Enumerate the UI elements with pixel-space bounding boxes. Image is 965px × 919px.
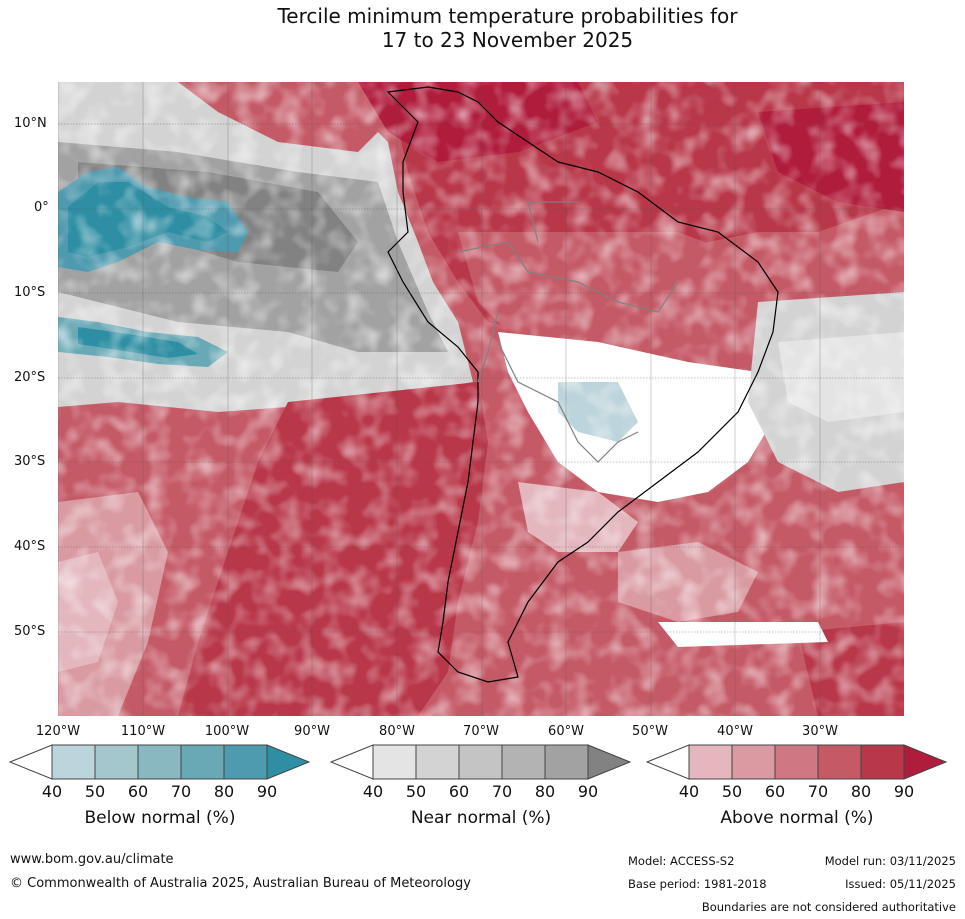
cbar-near-tick-40: 40	[362, 782, 384, 801]
cbar-near-seg-5	[544, 744, 589, 780]
lat-label-50s: 50°S	[14, 624, 46, 639]
cbar-below-seg-1	[51, 744, 96, 780]
cbar-above-min-arrow	[645, 744, 690, 780]
cbar-above-tick-80: 80	[850, 782, 872, 801]
lat-label-10s: 10°S	[14, 285, 46, 300]
cbar-below-tick-70: 70	[170, 782, 192, 801]
south-america-coastline	[386, 86, 779, 683]
cbar-near-tick-60: 60	[448, 782, 470, 801]
cbar-near-seg-1	[372, 744, 417, 780]
probability-map	[58, 82, 904, 716]
cbar-below-tick-80: 80	[213, 782, 235, 801]
lon-label-30w: 30°W	[802, 724, 838, 739]
map-title: Tercile minimum temperature probabilitie…	[0, 4, 965, 52]
cbar-below-tick-90: 90	[256, 782, 278, 801]
cbar-above-tick-40: 40	[678, 782, 700, 801]
title-line-1: Tercile minimum temperature probabilitie…	[277, 4, 738, 28]
footer-copyright: © Commonwealth of Australia 2025, Austra…	[10, 876, 471, 891]
cbar-near-max-arrow	[587, 744, 632, 780]
lat-label-30s: 30°S	[14, 454, 46, 469]
lon-label-120w: 120°W	[35, 724, 81, 739]
cbar-above-max-arrow	[903, 744, 948, 780]
lon-label-100w: 100°W	[204, 724, 250, 739]
cbar-below-seg-5	[223, 744, 268, 780]
cbar-near-title: Near normal (%)	[410, 808, 552, 828]
lon-label-110w: 110°W	[120, 724, 166, 739]
cbar-above-tick-50: 50	[721, 782, 743, 801]
cbar-above-seg-1	[688, 744, 733, 780]
cbar-below-min-arrow	[8, 744, 53, 780]
meridians	[58, 82, 821, 716]
cbar-below-tick-60: 60	[127, 782, 149, 801]
cbar-below-max-arrow	[266, 744, 311, 780]
footer-url: www.bom.gov.au/climate	[10, 852, 174, 867]
cbar-below-tick-40: 40	[41, 782, 63, 801]
cbar-above-tick-90: 90	[893, 782, 915, 801]
cbar-below-tick-50: 50	[84, 782, 106, 801]
colorbar-near-normal	[329, 744, 632, 780]
cbar-above-seg-2	[731, 744, 776, 780]
colorbar-above-normal	[645, 744, 948, 780]
lat-label-20s: 20°S	[14, 370, 46, 385]
cbar-near-seg-2	[415, 744, 460, 780]
cbar-near-tick-90: 90	[577, 782, 599, 801]
lat-label-40s: 40°S	[14, 539, 46, 554]
cbar-above-title: Above normal (%)	[720, 808, 874, 828]
cbar-below-seg-3	[137, 744, 182, 780]
cbar-above-tick-60: 60	[764, 782, 786, 801]
cbar-near-tick-80: 80	[534, 782, 556, 801]
footer-disclaimer: Boundaries are not considered authoritat…	[701, 900, 956, 914]
cbar-near-seg-4	[501, 744, 546, 780]
cbar-near-min-arrow	[329, 744, 374, 780]
cbar-near-tick-50: 50	[405, 782, 427, 801]
colorbar-below-normal	[8, 744, 311, 780]
lat-label-0: 0°	[34, 200, 49, 215]
footer-issued: Issued: 05/11/2025	[845, 877, 956, 891]
lon-label-40w: 40°W	[717, 724, 753, 739]
lon-label-90w: 90°W	[294, 724, 330, 739]
lon-label-80w: 80°W	[379, 724, 415, 739]
footer-model: Model: ACCESS-S2	[628, 854, 735, 868]
cbar-below-seg-2	[94, 744, 139, 780]
country-borders	[457, 201, 679, 463]
cbar-above-tick-70: 70	[807, 782, 829, 801]
graticule	[58, 123, 904, 633]
footer-model-run: Model run: 03/11/2025	[824, 854, 956, 868]
lon-label-50w: 50°W	[632, 724, 668, 739]
lon-label-70w: 70°W	[463, 724, 499, 739]
cbar-below-seg-4	[180, 744, 225, 780]
cbar-above-seg-5	[860, 744, 905, 780]
cbar-above-seg-3	[774, 744, 819, 780]
lat-label-10n: 10°N	[14, 116, 47, 131]
footer-base-period: Base period: 1981-2018	[628, 877, 767, 891]
title-line-2: 17 to 23 November 2025	[381, 28, 634, 52]
cbar-near-tick-70: 70	[491, 782, 513, 801]
cbar-below-title: Below normal (%)	[84, 808, 236, 828]
cbar-near-seg-3	[458, 744, 503, 780]
cbar-above-seg-4	[817, 744, 862, 780]
lon-label-60w: 60°W	[548, 724, 584, 739]
